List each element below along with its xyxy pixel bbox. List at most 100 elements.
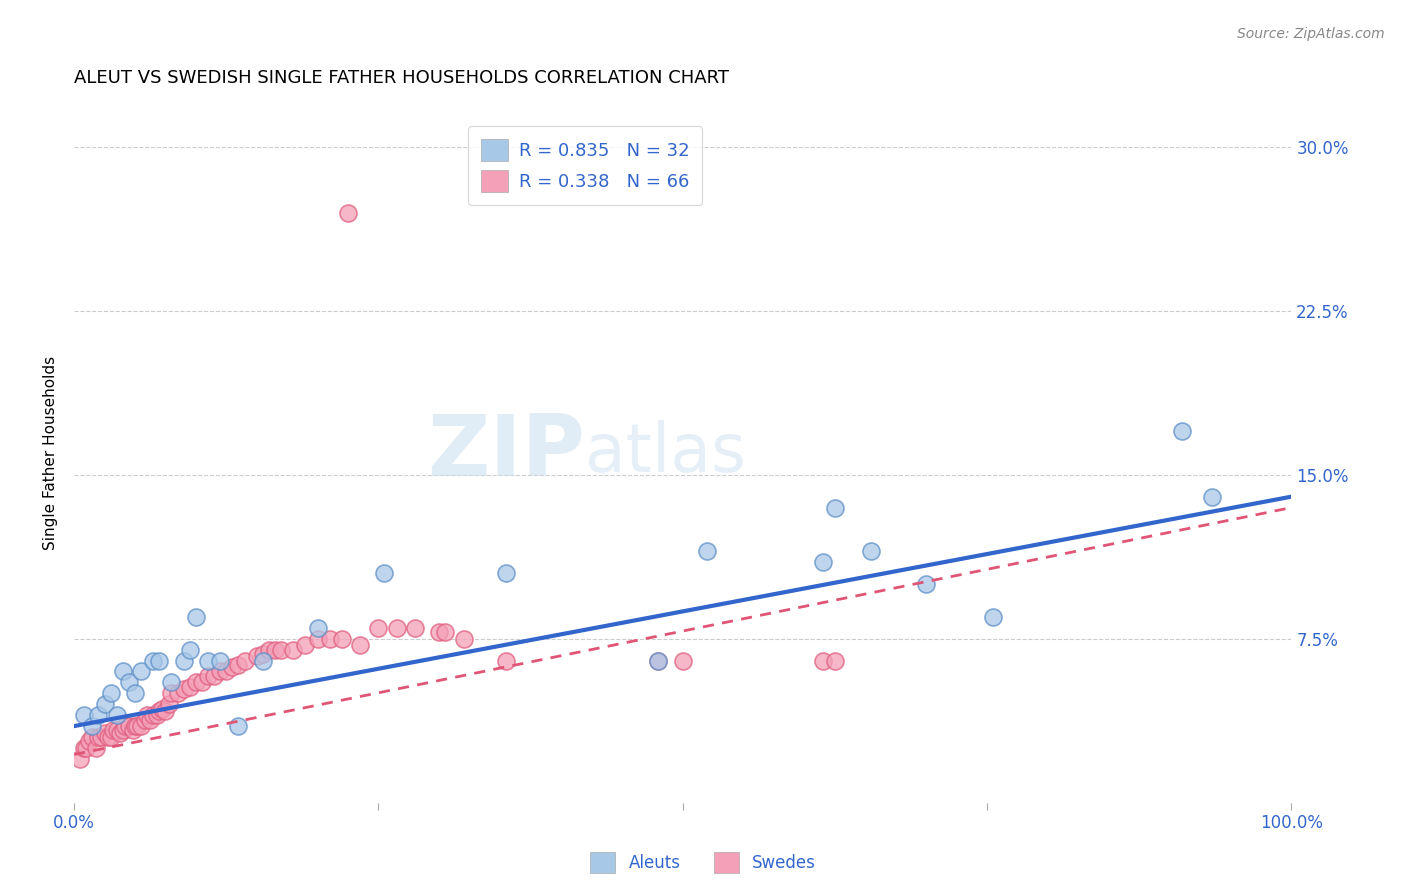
Point (100, 686, 122, 700)
Point (191, 675, 214, 690)
Point (111, 723, 134, 738)
Point (121, 723, 143, 738)
Text: ZIP: ZIP (427, 411, 585, 494)
Point (228, 657, 250, 672)
Point (209, 665, 232, 679)
Point (77, 734, 100, 748)
Point (696, 544, 718, 558)
Point (197, 669, 219, 683)
Point (270, 642, 292, 657)
Point (427, 625, 450, 640)
Point (221, 660, 243, 674)
Point (173, 654, 195, 668)
Point (202, 669, 225, 683)
Point (404, 621, 426, 635)
Point (160, 675, 183, 690)
Point (166, 686, 188, 700)
Point (146, 708, 169, 723)
Point (124, 686, 146, 700)
Point (233, 654, 256, 668)
Point (319, 632, 342, 646)
Point (160, 686, 183, 700)
Point (209, 654, 232, 668)
Point (824, 654, 846, 668)
Legend: R = 0.835   N = 32, R = 0.338   N = 66: R = 0.835 N = 32, R = 0.338 N = 66 (468, 127, 702, 205)
Point (336, 205, 359, 219)
Point (111, 665, 134, 679)
Point (73, 708, 96, 723)
Point (672, 654, 695, 668)
Point (69, 752, 91, 766)
Point (157, 698, 180, 712)
Point (307, 632, 329, 646)
Point (373, 566, 395, 581)
Y-axis label: Single Father Households: Single Father Households (44, 356, 58, 550)
Point (87, 708, 110, 723)
Point (385, 621, 408, 635)
Point (90, 730, 112, 744)
Point (93, 725, 115, 739)
Point (82, 719, 104, 733)
Point (453, 632, 475, 646)
Point (105, 708, 128, 723)
Point (150, 701, 173, 715)
Point (811, 555, 834, 569)
Point (100, 730, 122, 744)
Point (495, 566, 517, 581)
Point (179, 642, 201, 657)
Point (129, 719, 152, 733)
Point (127, 719, 149, 733)
Point (82, 730, 104, 744)
Legend: Aleuts, Swedes: Aleuts, Swedes (583, 846, 823, 880)
Point (110, 725, 132, 739)
Point (252, 654, 274, 668)
Text: atlas: atlas (585, 420, 747, 486)
Point (330, 632, 353, 646)
Text: Source: ZipAtlas.com: Source: ZipAtlas.com (1237, 27, 1385, 41)
Point (915, 577, 938, 591)
Point (124, 719, 146, 733)
Point (811, 654, 834, 668)
Point (179, 680, 201, 694)
Text: ALEUT VS SWEDISH SINGLE FATHER HOUSEHOLDS CORRELATION CHART: ALEUT VS SWEDISH SINGLE FATHER HOUSEHOLD… (75, 69, 730, 87)
Point (367, 621, 389, 635)
Point (434, 625, 457, 640)
Point (252, 647, 274, 661)
Point (647, 654, 669, 668)
Point (1201, 490, 1223, 504)
Point (129, 665, 152, 679)
Point (197, 654, 219, 668)
Point (1171, 424, 1194, 438)
Point (97, 730, 120, 744)
Point (155, 704, 177, 718)
Point (294, 638, 316, 652)
Point (228, 719, 250, 733)
Point (860, 544, 883, 558)
Point (142, 654, 165, 668)
Point (981, 610, 1004, 624)
Point (87, 730, 110, 744)
Point (138, 713, 160, 727)
Point (114, 719, 136, 733)
Point (118, 719, 141, 733)
Point (647, 654, 669, 668)
Point (495, 654, 517, 668)
Point (73, 741, 96, 756)
Point (75, 741, 97, 756)
Point (173, 681, 195, 696)
Point (136, 708, 159, 723)
Point (93, 698, 115, 712)
Point (101, 723, 124, 738)
Point (307, 621, 329, 635)
Point (264, 642, 287, 657)
Point (246, 649, 269, 664)
Point (349, 638, 371, 652)
Point (105, 723, 128, 738)
Point (215, 665, 238, 679)
Point (84, 741, 107, 756)
Point (134, 713, 156, 727)
Point (118, 675, 141, 690)
Point (148, 654, 170, 668)
Point (184, 610, 207, 624)
Point (148, 704, 170, 718)
